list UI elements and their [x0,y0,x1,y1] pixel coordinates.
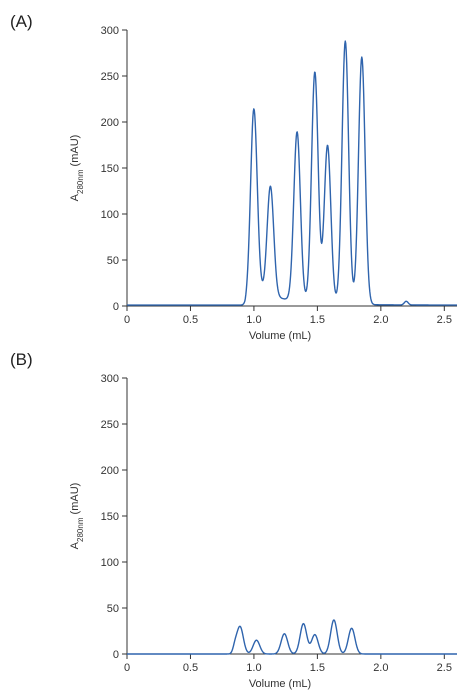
x-tick-label: 0 [124,662,130,674]
x-tick-label: 1.0 [246,314,261,326]
y-tick-label: 50 [107,603,119,615]
y-tick-label: 300 [101,373,119,385]
x-tick-label: 0 [124,314,130,326]
y-tick-label: 0 [113,649,119,661]
x-tick-label: 0.5 [183,662,198,674]
x-axis-title: Volume (mL) [249,330,311,342]
y-axis-title: A280nm (mAU) [69,483,85,550]
panel-label-b: (B) [10,350,33,369]
x-tick-label: 1.5 [310,662,325,674]
y-tick-label: 250 [101,71,119,83]
y-tick-label: 250 [101,419,119,431]
chromatogram-a: 0 50 100 150 200 250 300 0 0.5 1.0 1.5 2.0 2.5 Volume… [69,25,457,342]
panel-label-a: (A) [10,12,33,31]
y-tick-label: 150 [101,511,119,523]
x-axis-title: Volume (mL) [249,678,311,690]
y-tick-label: 300 [101,25,119,37]
y-tick-label: 100 [101,209,119,221]
y-axis-title: A280nm (mAU) [69,135,85,202]
y-tick-label: 200 [101,465,119,477]
chromatogram-b: 0 50 100 150 200 250 300 0 0.5 1.0 1.5 2.0 2.5 Volume… [69,373,457,690]
x-tick-label: 2.0 [373,314,388,326]
x-tick-label: 0.5 [183,314,198,326]
y-tick-label: 100 [101,557,119,569]
x-tick-label: 2.5 [437,662,452,674]
absorbance-trace [126,619,457,655]
y-tick-label: 200 [101,117,119,129]
x-tick-label: 2.5 [437,314,452,326]
x-tick-label: 1.0 [246,662,261,674]
x-tick-label: 1.5 [310,314,325,326]
x-tick-label: 2.0 [373,662,388,674]
y-tick-label: 50 [107,255,119,267]
y-tick-label: 0 [113,301,119,313]
y-tick-label: 150 [101,163,119,175]
absorbance-trace [126,40,457,306]
